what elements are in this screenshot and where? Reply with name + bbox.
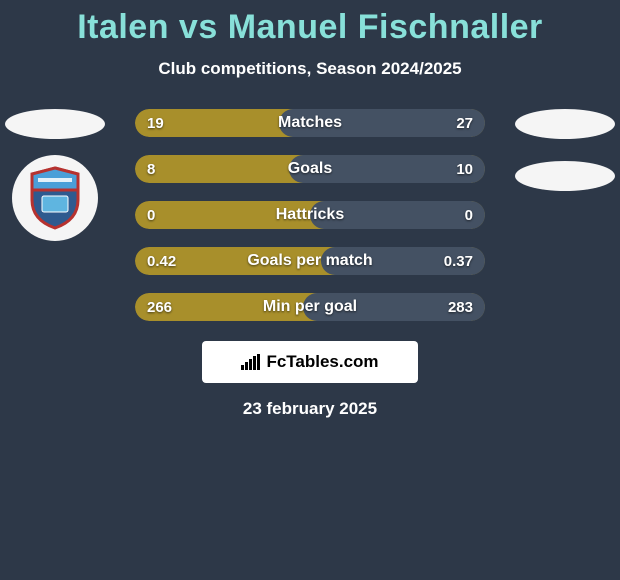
branding-text: FcTables.com — [266, 352, 378, 372]
stat-bar: 810Goals — [135, 155, 485, 183]
flag-oval-left — [5, 109, 105, 139]
bar-label: Hattricks — [135, 201, 485, 229]
stat-bar: 0.420.37Goals per match — [135, 247, 485, 275]
stat-bar: 1927Matches — [135, 109, 485, 137]
right-badge-column — [510, 109, 620, 191]
stat-bar: 266283Min per goal — [135, 293, 485, 321]
bar-label: Goals — [135, 155, 485, 183]
bar-label: Min per goal — [135, 293, 485, 321]
bar-chart-icon — [241, 354, 260, 370]
club-badge-left — [12, 155, 98, 241]
bar-label: Matches — [135, 109, 485, 137]
shield-icon — [28, 166, 82, 230]
date-text: 23 february 2025 — [0, 399, 620, 419]
flag-oval-right-1 — [515, 109, 615, 139]
comparison-infographic: Italen vs Manuel Fischnaller Club compet… — [0, 0, 620, 580]
subtitle: Club competitions, Season 2024/2025 — [0, 59, 620, 79]
bar-label: Goals per match — [135, 247, 485, 275]
stat-bars: 1927Matches 810Goals 00Hattricks 0.420.37Go… — [135, 109, 485, 321]
branding-badge: FcTables.com — [202, 341, 418, 383]
page-title: Italen vs Manuel Fischnaller — [0, 0, 620, 47]
content-area: 1927Matches 810Goals 00Hattricks 0.420.37Go… — [0, 109, 620, 419]
stat-bar: 00Hattricks — [135, 201, 485, 229]
left-badge-column — [0, 109, 110, 241]
flag-oval-right-2 — [515, 161, 615, 191]
